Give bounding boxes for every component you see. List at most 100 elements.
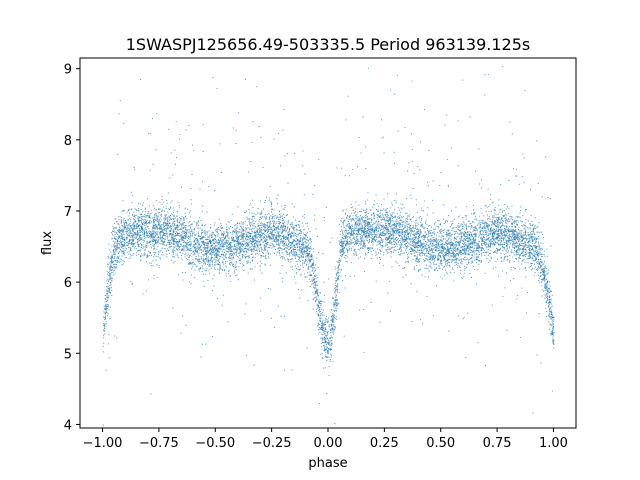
data-point xyxy=(520,237,522,239)
data-point xyxy=(489,221,491,222)
data-point xyxy=(451,255,453,257)
data-point xyxy=(393,232,395,234)
data-point xyxy=(261,232,263,234)
data-point xyxy=(385,230,387,232)
data-point xyxy=(311,280,313,281)
data-point xyxy=(240,244,242,246)
data-point xyxy=(479,235,481,237)
data-point xyxy=(457,232,458,234)
data-point xyxy=(528,262,530,264)
data-point xyxy=(278,133,280,135)
data-point xyxy=(138,254,140,256)
data-point xyxy=(506,219,508,221)
data-point xyxy=(186,247,188,249)
data-point xyxy=(332,317,334,319)
data-point xyxy=(501,228,503,230)
data-point xyxy=(229,243,231,245)
data-point xyxy=(422,254,424,256)
data-point xyxy=(276,223,278,225)
data-point xyxy=(214,224,216,226)
data-point xyxy=(121,255,123,257)
data-point xyxy=(241,223,243,225)
data-point xyxy=(488,230,490,232)
data-point xyxy=(323,331,325,333)
data-point xyxy=(155,149,157,151)
data-point xyxy=(535,261,537,263)
data-point xyxy=(456,236,458,238)
data-point xyxy=(323,323,325,325)
data-point xyxy=(487,74,489,76)
data-point xyxy=(467,236,469,238)
data-point xyxy=(507,259,509,261)
data-point xyxy=(318,403,320,404)
data-point xyxy=(104,295,106,296)
data-point xyxy=(114,269,116,271)
data-point xyxy=(389,217,391,218)
data-point xyxy=(307,254,309,256)
data-point xyxy=(304,250,306,252)
data-point xyxy=(222,294,224,296)
data-point xyxy=(239,250,241,252)
data-point xyxy=(381,238,382,240)
data-point xyxy=(367,218,369,220)
data-point xyxy=(370,233,372,235)
data-point xyxy=(267,288,269,289)
data-point xyxy=(494,229,495,230)
data-point xyxy=(302,150,304,152)
data-point xyxy=(212,290,214,292)
data-point xyxy=(486,258,488,259)
data-point xyxy=(114,259,116,261)
data-point xyxy=(348,232,350,234)
data-point xyxy=(492,219,494,221)
data-point xyxy=(104,327,105,329)
data-point xyxy=(204,249,206,251)
data-point xyxy=(343,248,345,250)
data-point xyxy=(533,231,534,233)
data-point xyxy=(147,215,149,216)
data-point xyxy=(481,240,483,242)
data-point xyxy=(254,250,256,251)
data-point xyxy=(498,204,500,206)
data-point xyxy=(149,223,151,225)
data-point xyxy=(515,216,517,218)
data-point xyxy=(234,244,235,246)
data-point xyxy=(470,246,472,247)
data-point xyxy=(432,237,434,239)
data-point xyxy=(453,253,455,255)
data-point xyxy=(384,214,386,216)
data-point xyxy=(292,228,294,230)
data-point xyxy=(481,239,483,241)
data-point xyxy=(144,230,146,232)
data-point xyxy=(126,248,127,250)
data-point xyxy=(245,234,247,236)
data-point xyxy=(290,226,292,228)
data-point xyxy=(175,228,177,230)
data-point xyxy=(169,243,171,245)
data-point xyxy=(306,248,308,250)
data-point xyxy=(247,260,249,262)
data-point xyxy=(431,259,433,261)
data-point xyxy=(488,233,490,234)
data-point xyxy=(513,244,515,246)
data-point xyxy=(141,228,143,230)
data-point xyxy=(177,222,179,224)
data-point xyxy=(462,318,464,320)
data-point xyxy=(513,221,515,223)
data-point xyxy=(248,219,250,221)
data-point xyxy=(168,192,170,194)
data-point xyxy=(473,256,475,258)
data-point xyxy=(227,241,229,243)
data-point xyxy=(540,261,542,263)
data-point xyxy=(414,224,416,226)
data-point xyxy=(188,222,190,224)
data-point xyxy=(411,229,413,231)
data-point xyxy=(480,247,482,248)
data-point xyxy=(477,245,479,247)
data-point xyxy=(309,230,311,232)
data-point xyxy=(345,238,347,240)
data-point xyxy=(216,259,218,261)
data-point xyxy=(127,228,129,230)
data-point xyxy=(289,230,291,232)
data-point xyxy=(179,252,181,254)
data-point xyxy=(496,236,498,237)
